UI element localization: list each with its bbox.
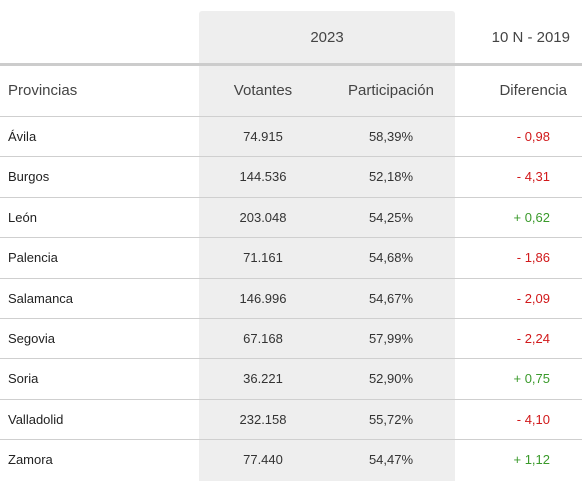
difference-cell: - 0,98 bbox=[516, 129, 550, 144]
participation-cell: 54,67% bbox=[368, 290, 414, 306]
difference-cell: - 2,24 bbox=[516, 330, 550, 346]
province-cell: Ávila bbox=[8, 129, 37, 144]
table-row: Salamanca 146.996 54,67% - 2,09 bbox=[0, 277, 582, 318]
participation-cell: 54,47% bbox=[368, 452, 414, 468]
province-cell: Zamora bbox=[8, 452, 53, 468]
province-cell: Salamanca bbox=[8, 290, 74, 306]
table-row: León 203.048 54,25% + 0,62 bbox=[0, 196, 582, 237]
participation-cell: 57,99% bbox=[368, 330, 414, 346]
table-row: Burgos 144.536 52,18% - 4,31 bbox=[0, 156, 582, 196]
table-row: Palencia 71.161 54,68% - 1,86 bbox=[0, 237, 582, 277]
voters-cell: 232.158 bbox=[239, 411, 287, 427]
voters-cell: 67.168 bbox=[243, 330, 283, 346]
province-cell: Palencia bbox=[8, 250, 58, 266]
header-difference: Diferencia bbox=[499, 82, 567, 99]
difference-cell: + 1,12 bbox=[513, 452, 550, 468]
voters-cell: 74.915 bbox=[243, 129, 283, 144]
table-row: Segovia 67.168 57,99% - 2,24 bbox=[0, 317, 582, 358]
province-cell: Burgos bbox=[8, 169, 50, 185]
province-cell: Valladolid bbox=[8, 411, 64, 427]
difference-cell: + 0,75 bbox=[513, 371, 550, 387]
table-body: Ávila 74.915 58,39% - 0,98 Burgos 144.53… bbox=[0, 116, 582, 477]
participation-cell: 55,72% bbox=[368, 411, 414, 427]
voters-cell: 144.536 bbox=[239, 169, 287, 185]
header-province: Provincias bbox=[8, 82, 78, 99]
province-cell: Segovia bbox=[8, 330, 55, 346]
voters-cell: 146.996 bbox=[239, 290, 287, 306]
table-row: Valladolid 232.158 55,72% - 4,10 bbox=[0, 398, 582, 439]
previous-election-label: 10 N - 2019 bbox=[491, 29, 570, 46]
difference-cell: - 2,09 bbox=[516, 290, 550, 306]
year-header-row: 2023 10 N - 2019 bbox=[0, 11, 582, 64]
voters-cell: 36.221 bbox=[243, 371, 283, 387]
voters-cell: 71.161 bbox=[243, 250, 283, 266]
header-voters: Votantes bbox=[233, 82, 293, 99]
participation-cell: 54,25% bbox=[368, 209, 414, 225]
difference-cell: - 1,86 bbox=[516, 250, 550, 266]
table-row: Soria 36.221 52,90% + 0,75 bbox=[0, 358, 582, 398]
header-divider bbox=[0, 63, 582, 66]
table-row: Ávila 74.915 58,39% - 0,98 bbox=[0, 116, 582, 156]
header-participation: Participación bbox=[348, 82, 434, 99]
column-header-row: Provincias Votantes Participación Difere… bbox=[0, 66, 582, 116]
difference-cell: - 4,31 bbox=[516, 169, 550, 185]
participation-cell: 52,90% bbox=[368, 371, 414, 387]
province-cell: Soria bbox=[8, 371, 39, 387]
voters-cell: 77.440 bbox=[243, 452, 283, 468]
participation-cell: 58,39% bbox=[368, 129, 414, 144]
participation-cell: 54,68% bbox=[368, 250, 414, 266]
voters-cell: 203.048 bbox=[239, 209, 287, 225]
current-year-label: 2023 bbox=[310, 29, 344, 46]
difference-cell: - 4,10 bbox=[516, 411, 550, 427]
province-cell: León bbox=[8, 209, 37, 225]
difference-cell: + 0,62 bbox=[513, 209, 550, 225]
participation-cell: 52,18% bbox=[368, 169, 414, 185]
table-row: Zamora 77.440 54,47% + 1,12 bbox=[0, 439, 582, 477]
current-year-highlight bbox=[199, 11, 455, 481]
